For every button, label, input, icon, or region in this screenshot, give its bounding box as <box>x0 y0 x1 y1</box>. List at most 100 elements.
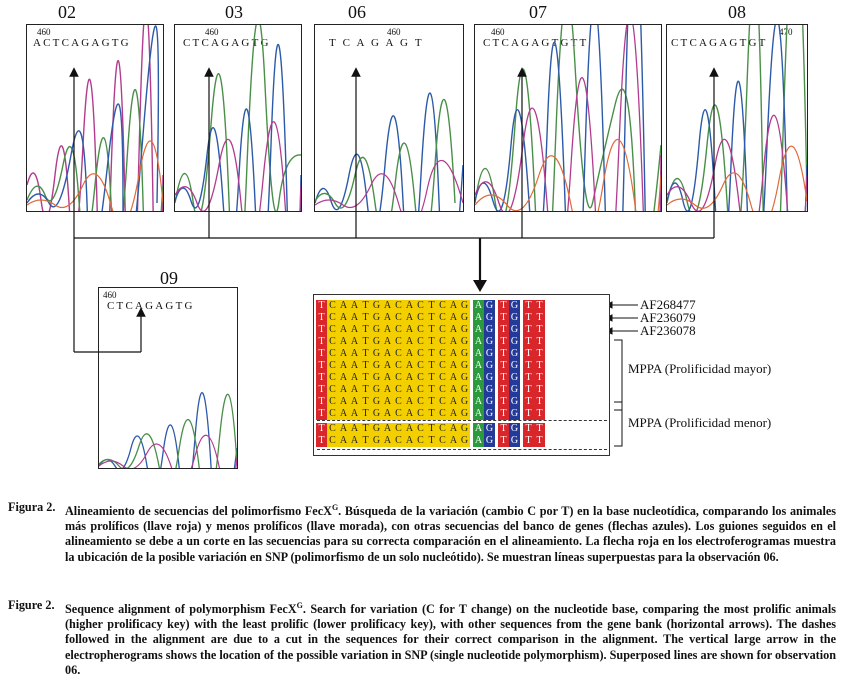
alignment-base: C <box>437 336 448 348</box>
electropherogram-07: 460 CTCAGAGTGTT <box>474 24 662 212</box>
alignment-base: T <box>523 300 534 312</box>
alignment-base: T <box>534 372 545 384</box>
alignment-base: C <box>393 348 404 360</box>
alignment-base: C <box>393 360 404 372</box>
panel-label-07: 07 <box>529 2 547 22</box>
alignment-base: C <box>327 423 338 435</box>
alignment-base: G <box>371 372 382 384</box>
caption-text: Sequence alignment of polymorphism FecX <box>65 602 297 617</box>
alignment-base: A <box>473 435 484 447</box>
sequence-text: CTCAGAGTG <box>107 300 195 312</box>
alignment-base: C <box>393 300 404 312</box>
alignment-base: T <box>498 372 509 384</box>
alignment-base: A <box>349 324 360 336</box>
alignment-base: A <box>349 396 360 408</box>
position-number: 460 <box>387 27 401 37</box>
alignment-base: A <box>338 300 349 312</box>
alignment-gap <box>495 312 498 324</box>
alignment-base: G <box>509 312 520 324</box>
alignment-base: A <box>404 348 415 360</box>
alignment-base: T <box>360 360 371 372</box>
alignment-gap <box>520 348 523 360</box>
alignment-base: T <box>426 435 437 447</box>
alignment-base: A <box>448 408 459 420</box>
position-number: 460 <box>37 27 51 37</box>
alignment-base: A <box>448 435 459 447</box>
alignment-gap <box>520 336 523 348</box>
alignment-base: C <box>393 384 404 396</box>
alignment-base: G <box>459 324 470 336</box>
alignment-base: C <box>437 384 448 396</box>
alignment-base: T <box>426 384 437 396</box>
alignment-base: T <box>316 408 327 420</box>
alignment-base: G <box>371 324 382 336</box>
alignment-base: A <box>338 372 349 384</box>
alignment-base: T <box>316 435 327 447</box>
alignment-base: C <box>393 423 404 435</box>
alignment-base: T <box>360 324 371 336</box>
alignment-base: A <box>404 336 415 348</box>
alignment-gap <box>520 372 523 384</box>
alignment-gap <box>520 312 523 324</box>
alignment-base: A <box>404 423 415 435</box>
alignment-gap <box>470 384 473 396</box>
alignment-base: G <box>459 423 470 435</box>
alignment-base: T <box>523 408 534 420</box>
alignment-gap <box>470 408 473 420</box>
alignment-base: T <box>426 360 437 372</box>
alignment-base: A <box>349 300 360 312</box>
alignment-base: G <box>459 372 470 384</box>
alignment-base: T <box>498 324 509 336</box>
alignment-base: T <box>316 396 327 408</box>
alignment-base: T <box>316 300 327 312</box>
alignment-base: T <box>534 396 545 408</box>
alignment-base: T <box>426 408 437 420</box>
alignment-base: C <box>415 324 426 336</box>
alignment-base: A <box>349 312 360 324</box>
alignment-base: A <box>349 435 360 447</box>
alignment-base: G <box>484 324 495 336</box>
alignment-base: T <box>426 324 437 336</box>
alignment-base: C <box>415 312 426 324</box>
caption-english: Figure 2. Sequence alignment of polymorp… <box>8 598 836 678</box>
alignment-base: A <box>338 336 349 348</box>
alignment-base: C <box>415 408 426 420</box>
trace-lines <box>27 25 163 211</box>
alignment-gap <box>520 360 523 372</box>
alignment-base: G <box>484 435 495 447</box>
alignment-base: A <box>448 336 459 348</box>
alignment-gap <box>495 396 498 408</box>
alignment-base: C <box>437 324 448 336</box>
alignment-base: C <box>327 324 338 336</box>
alignment-gap <box>495 348 498 360</box>
caption-sup: G <box>331 503 339 512</box>
alignment-gap <box>470 360 473 372</box>
alignment-base: A <box>404 312 415 324</box>
accession-arrows <box>604 301 638 335</box>
alignment-base: C <box>327 312 338 324</box>
alignment-base: G <box>459 396 470 408</box>
alignment-base: A <box>404 408 415 420</box>
alignment-base: G <box>509 396 520 408</box>
alignment-base: T <box>523 423 534 435</box>
alignment-base: T <box>534 384 545 396</box>
alignment-base: G <box>371 384 382 396</box>
alignment-base: A <box>448 372 459 384</box>
alignment-base: A <box>404 324 415 336</box>
caption-rest: . Search for variation (C for T change) … <box>65 602 836 677</box>
alignment-gap <box>520 384 523 396</box>
alignment-gap <box>470 348 473 360</box>
sequence-text: T C A G A G T <box>329 37 424 49</box>
alignment-gap <box>520 408 523 420</box>
trace-lines <box>667 25 807 211</box>
panel-label-06: 06 <box>348 2 366 22</box>
alignment-base: C <box>327 300 338 312</box>
alignment-base: T <box>360 336 371 348</box>
position-number: 460 <box>491 27 505 37</box>
alignment-base: T <box>360 408 371 420</box>
